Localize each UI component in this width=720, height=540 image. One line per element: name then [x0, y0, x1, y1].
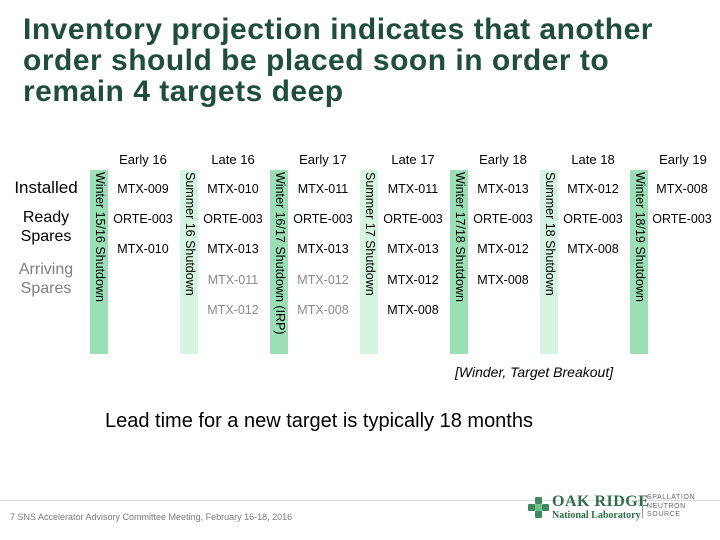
inventory-cell: MTX-012	[567, 182, 619, 196]
shutdown-bar: Winter 17/18 Shutdown	[450, 170, 468, 354]
inventory-cell: MTX-008	[477, 273, 529, 287]
shutdown-bar: Summer 18 Shutdown	[540, 170, 558, 354]
shutdown-bar: Summer 17 Shutdown	[360, 170, 378, 354]
inventory-cell: MTX-012	[387, 273, 439, 287]
logo-lab-name: National Laboratory	[552, 510, 641, 521]
footer-text: 7 SNS Accelerator Advisory Committee Mee…	[10, 512, 293, 522]
inventory-cell: MTX-013	[477, 182, 529, 196]
inventory-cell: MTX-008	[387, 303, 439, 317]
inventory-cell: MTX-012	[297, 273, 349, 287]
inventory-cell: MTX-010	[117, 242, 169, 256]
inventory-cell: MTX-011	[297, 182, 349, 196]
inventory-cell: ORTE-003	[383, 212, 443, 226]
inventory-cell: MTX-012	[207, 303, 259, 317]
citation-note: [Winder, Target Breakout]	[455, 364, 614, 380]
inventory-cell: ORTE-003	[563, 212, 623, 226]
inventory-cell: MTX-012	[477, 242, 529, 256]
row-label-installed: Installed	[14, 178, 78, 197]
ornl-sns-logo: OAK RIDGE National Laboratory SPALLATION…	[528, 493, 714, 523]
inventory-cell: MTX-013	[207, 242, 259, 256]
column-header: Late 16	[211, 152, 255, 167]
shutdown-bar: Winter 18/19 Shutdown	[630, 170, 648, 354]
column-header: Late 18	[571, 152, 615, 167]
logo-separator	[642, 496, 643, 518]
inventory-cell: MTX-008	[567, 242, 619, 256]
row-label-ready-spares: Ready Spares	[20, 209, 72, 245]
inventory-cell: MTX-010	[207, 182, 259, 196]
inventory-cell: ORTE-003	[203, 212, 263, 226]
inventory-cell: MTX-008	[656, 182, 708, 196]
lead-time-statement: Lead time for a new target is typically …	[105, 410, 533, 432]
inventory-cell: MTX-008	[297, 303, 349, 317]
inventory-cell: ORTE-003	[113, 212, 173, 226]
column-header: Early 16	[119, 152, 167, 167]
inventory-cell: MTX-009	[117, 182, 169, 196]
shutdown-bar: Winter 16/17 Shutdown (IRP)	[270, 170, 288, 354]
logo-department: SPALLATION NEUTRON SOURCE	[647, 494, 696, 518]
inventory-cell: MTX-011	[207, 273, 259, 287]
ornl-logo-icon	[528, 497, 550, 519]
shutdown-bar: Winter 15/16 Shutdown	[90, 170, 108, 354]
inventory-cell: MTX-013	[387, 242, 439, 256]
inventory-cell: MTX-011	[387, 182, 439, 196]
footer-divider	[0, 500, 720, 501]
logo-org-name: OAK RIDGE	[552, 493, 650, 510]
inventory-cell: ORTE-003	[293, 212, 353, 226]
row-label-arriving-spares: Arriving Spares	[18, 261, 74, 297]
column-header: Late 17	[391, 152, 435, 167]
slide-title: Inventory projection indicates that anot…	[23, 13, 653, 108]
inventory-cell: ORTE-003	[652, 212, 712, 226]
inventory-cell: ORTE-003	[473, 212, 533, 226]
column-header: Early 18	[479, 152, 527, 167]
inventory-cell: MTX-013	[297, 242, 349, 256]
shutdown-bar: Summer 16 Shutdown	[180, 170, 198, 354]
column-header: Early 19	[659, 152, 707, 167]
column-header: Early 17	[299, 152, 347, 167]
